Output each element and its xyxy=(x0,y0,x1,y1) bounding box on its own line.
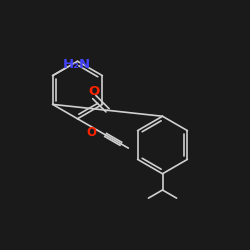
Text: H₂N: H₂N xyxy=(62,58,90,71)
Text: O: O xyxy=(86,126,97,139)
Text: O: O xyxy=(89,85,100,98)
